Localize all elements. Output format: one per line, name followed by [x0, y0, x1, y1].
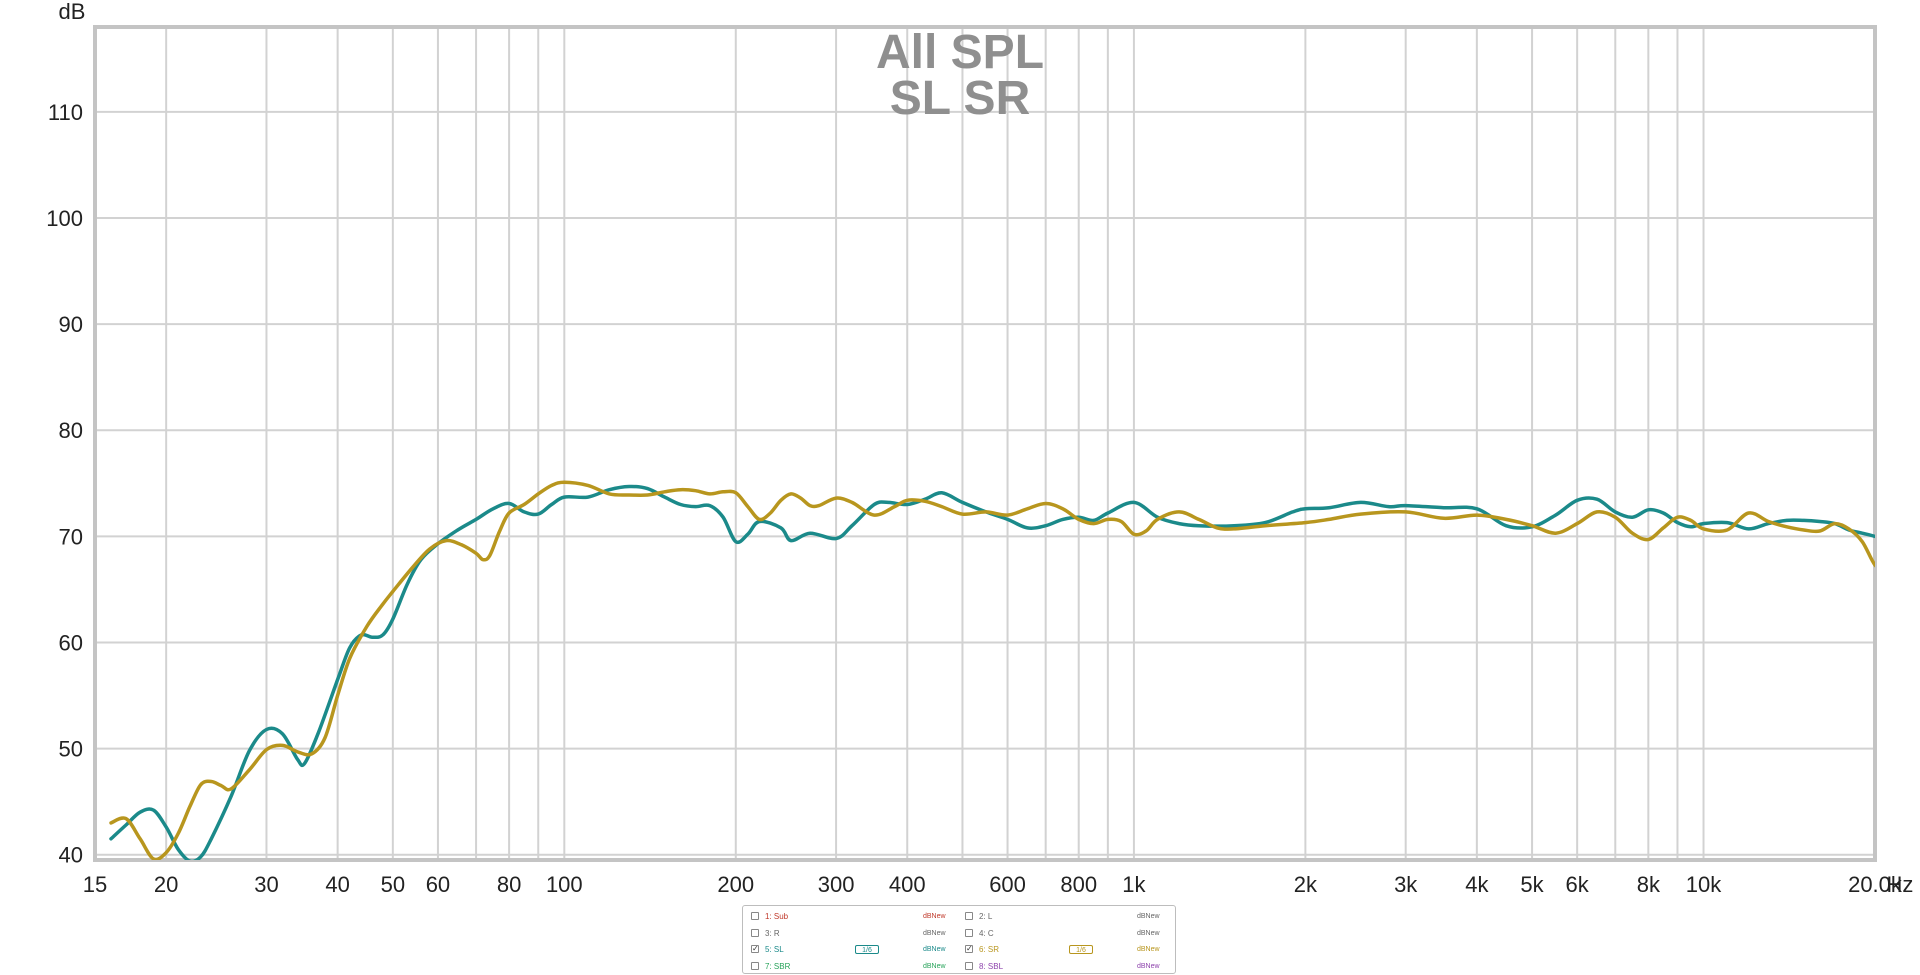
x-tick-label: 800 — [1060, 872, 1097, 897]
smoothing-badge[interactable]: 1/6 — [855, 945, 879, 954]
legend-entry: ✓ 6: SR 1/6 dBNew — [965, 943, 1165, 957]
y-tick-label: 40 — [59, 843, 83, 868]
series-line-sr — [109, 480, 1875, 860]
y-tick-label: 60 — [59, 630, 83, 655]
x-tick-label: 2k — [1294, 872, 1318, 897]
legend-entry: 7: SBR dBNew — [751, 960, 951, 974]
x-tick-label: 100 — [546, 872, 583, 897]
smoothing-badge[interactable]: 1/6 — [1069, 945, 1093, 954]
legend-checkbox[interactable] — [965, 928, 973, 937]
y-axis-label: dB — [59, 0, 86, 24]
plot-frame — [93, 25, 1877, 862]
legend-checkbox[interactable]: ✓ — [965, 944, 973, 953]
x-tick-label: 3k — [1394, 872, 1418, 897]
legend-label: 4: C — [979, 928, 994, 938]
legend-entry: 3: R dBNew — [751, 927, 951, 941]
x-tick-label: 80 — [497, 872, 521, 897]
x-tick-label: 20 — [154, 872, 178, 897]
x-axis-label: Hz — [1887, 872, 1914, 897]
legend-panel: 1: Sub dBNew 2: L dBNew 3: R dBNew 4: C dBNew ✓ 5… — [742, 905, 1176, 974]
chart-title: All SPL — [876, 26, 1044, 79]
legend-entry: ✓ 5: SL 1/6 dBNew — [751, 943, 951, 957]
x-tick-label: 300 — [818, 872, 855, 897]
x-tick-label: 200 — [717, 872, 754, 897]
plot-area — [95, 27, 1875, 860]
x-tick-label: 30 — [254, 872, 278, 897]
y-tick-label: 70 — [59, 524, 83, 549]
legend-label: 8: SBL — [979, 961, 1004, 971]
legend-entry: 1: Sub dBNew — [751, 910, 951, 924]
x-tick-label: 5k — [1520, 872, 1544, 897]
x-tick-label: 20.0k — [1848, 872, 1903, 897]
db-new-link[interactable]: dBNew — [923, 929, 946, 937]
y-tick-label: 100 — [46, 206, 83, 231]
legend-entry: 2: L dBNew — [965, 910, 1165, 924]
x-tick-label: 600 — [989, 872, 1026, 897]
legend-entry: 4: C dBNew — [965, 927, 1165, 941]
x-tick-label: 10k — [1686, 872, 1722, 897]
spl-chart: 40 50 60 70 80 90 100 110 15 20 30 40 50 60 80 100 200 30… — [46, 0, 1914, 897]
x-tick-label: 400 — [889, 872, 926, 897]
legend-checkbox[interactable] — [965, 961, 973, 970]
x-tick-label: 8k — [1637, 872, 1661, 897]
legend-label: 3: R — [765, 928, 780, 938]
db-new-link[interactable]: dBNew — [1137, 913, 1160, 920]
y-tick-label: 50 — [59, 737, 83, 762]
legend-label: 6: SR — [979, 945, 1000, 954]
legend-label: 5: SL — [765, 945, 784, 954]
legend-checkbox[interactable] — [751, 928, 759, 937]
db-new-link[interactable]: dBNew — [1137, 946, 1160, 953]
x-tick-label: 6k — [1566, 872, 1590, 897]
db-new-link[interactable]: dBNew — [1137, 929, 1160, 937]
x-tick-label: 60 — [426, 872, 450, 897]
x-tick-label: 1k — [1122, 872, 1146, 897]
y-tick-label: 110 — [48, 100, 83, 125]
x-tick-label: 4k — [1465, 872, 1489, 897]
x-tick-label: 15 — [83, 872, 107, 897]
x-tick-label: 50 — [381, 872, 405, 897]
y-tick-label: 80 — [59, 418, 83, 443]
legend-checkbox[interactable]: ✓ — [751, 944, 759, 953]
legend-checkbox[interactable] — [965, 912, 973, 920]
legend-label: 1: Sub — [765, 912, 789, 921]
legend-checkbox[interactable] — [751, 961, 759, 970]
legend-label: 7: SBR — [765, 961, 791, 971]
chart-subtitle: SL SR — [890, 72, 1030, 125]
legend-checkbox[interactable] — [751, 912, 759, 920]
legend-entry: 8: SBL dBNew — [965, 960, 1165, 974]
legend-label: 2: L — [979, 912, 993, 921]
db-new-link[interactable]: dBNew — [923, 946, 946, 953]
x-tick-label: 40 — [325, 872, 349, 897]
series-line-sl — [109, 484, 1875, 860]
db-new-link[interactable]: dBNew — [923, 913, 946, 920]
y-tick-label: 90 — [59, 312, 83, 337]
db-new-link[interactable]: dBNew — [1137, 962, 1160, 970]
db-new-link[interactable]: dBNew — [923, 962, 946, 970]
